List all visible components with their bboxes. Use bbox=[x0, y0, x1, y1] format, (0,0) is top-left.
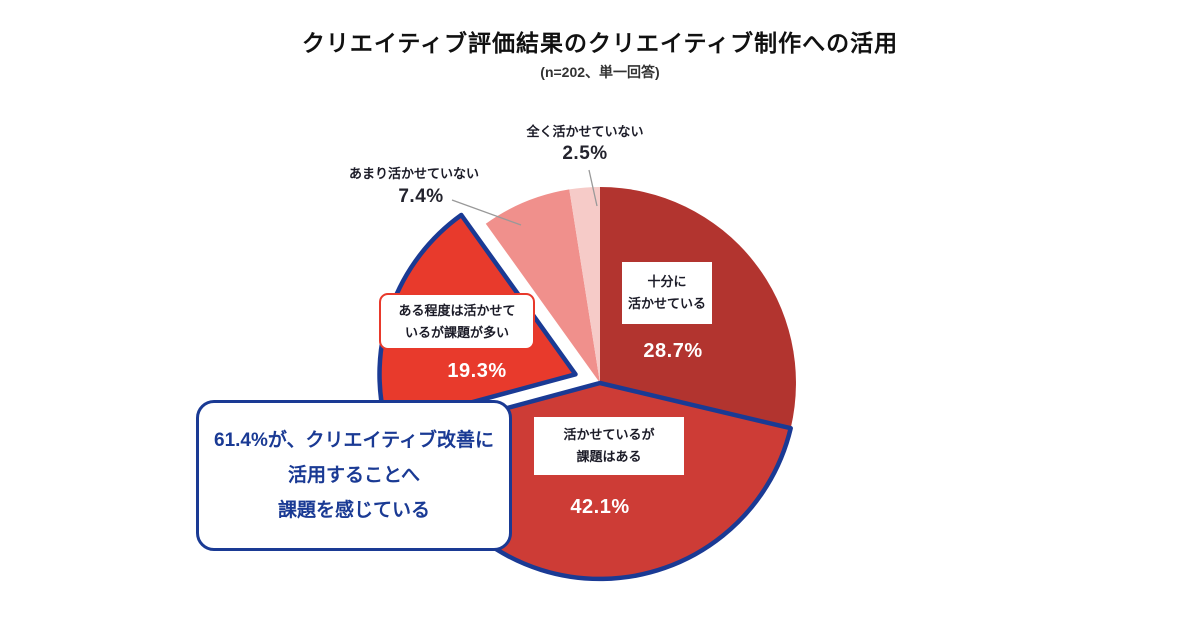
label-not-much: あまり活かせていない bbox=[348, 166, 479, 181]
pie-slice bbox=[569, 186, 600, 383]
pct-somewhat-utilized: 19.3% bbox=[447, 360, 507, 382]
pct-utilized-with-issues: 42.1% bbox=[570, 496, 630, 518]
callout-line2: 活用することへ bbox=[287, 465, 421, 486]
callout-line1: 61.4%が、クリエイティブ改善に bbox=[214, 430, 494, 451]
pct-none-at-all: 2.5% bbox=[562, 143, 608, 164]
label-fully-line2: 活かせている bbox=[627, 296, 706, 311]
chart-title: クリエイティブ評価結果のクリエイティブ制作への活用 bbox=[301, 30, 899, 56]
pct-fully-utilized: 28.7% bbox=[643, 340, 703, 362]
leader-line-none-at-all bbox=[588, 169, 598, 207]
label-fully-line1: 十分に bbox=[647, 274, 687, 289]
pie-slice bbox=[485, 189, 600, 383]
label-some-line2: いるが課題が多い bbox=[404, 324, 509, 340]
leader-line-not-much bbox=[451, 199, 522, 226]
chart-subtitle: (n=202、単一回答) bbox=[540, 64, 660, 80]
label-issues-line2: 課題はある bbox=[576, 449, 642, 464]
label-box-somewhat-utilized: ある程度は活かせて いるが課題が多い bbox=[379, 293, 535, 350]
label-some-line1: ある程度は活かせて bbox=[398, 302, 516, 318]
label-none-at-all: 全く活かせていない bbox=[526, 124, 644, 139]
pct-not-much: 7.4% bbox=[398, 186, 444, 207]
label-box-utilized-with-issues: 活かせているが 課題はある bbox=[534, 417, 684, 475]
callout-line3: 課題を感じている bbox=[277, 500, 430, 521]
label-box-fully-utilized: 十分に 活かせている bbox=[622, 262, 712, 324]
summary-callout: 61.4%が、クリエイティブ改善に 活用することへ 課題を感じている bbox=[196, 400, 512, 551]
label-issues-line1: 活かせているが bbox=[563, 427, 655, 442]
